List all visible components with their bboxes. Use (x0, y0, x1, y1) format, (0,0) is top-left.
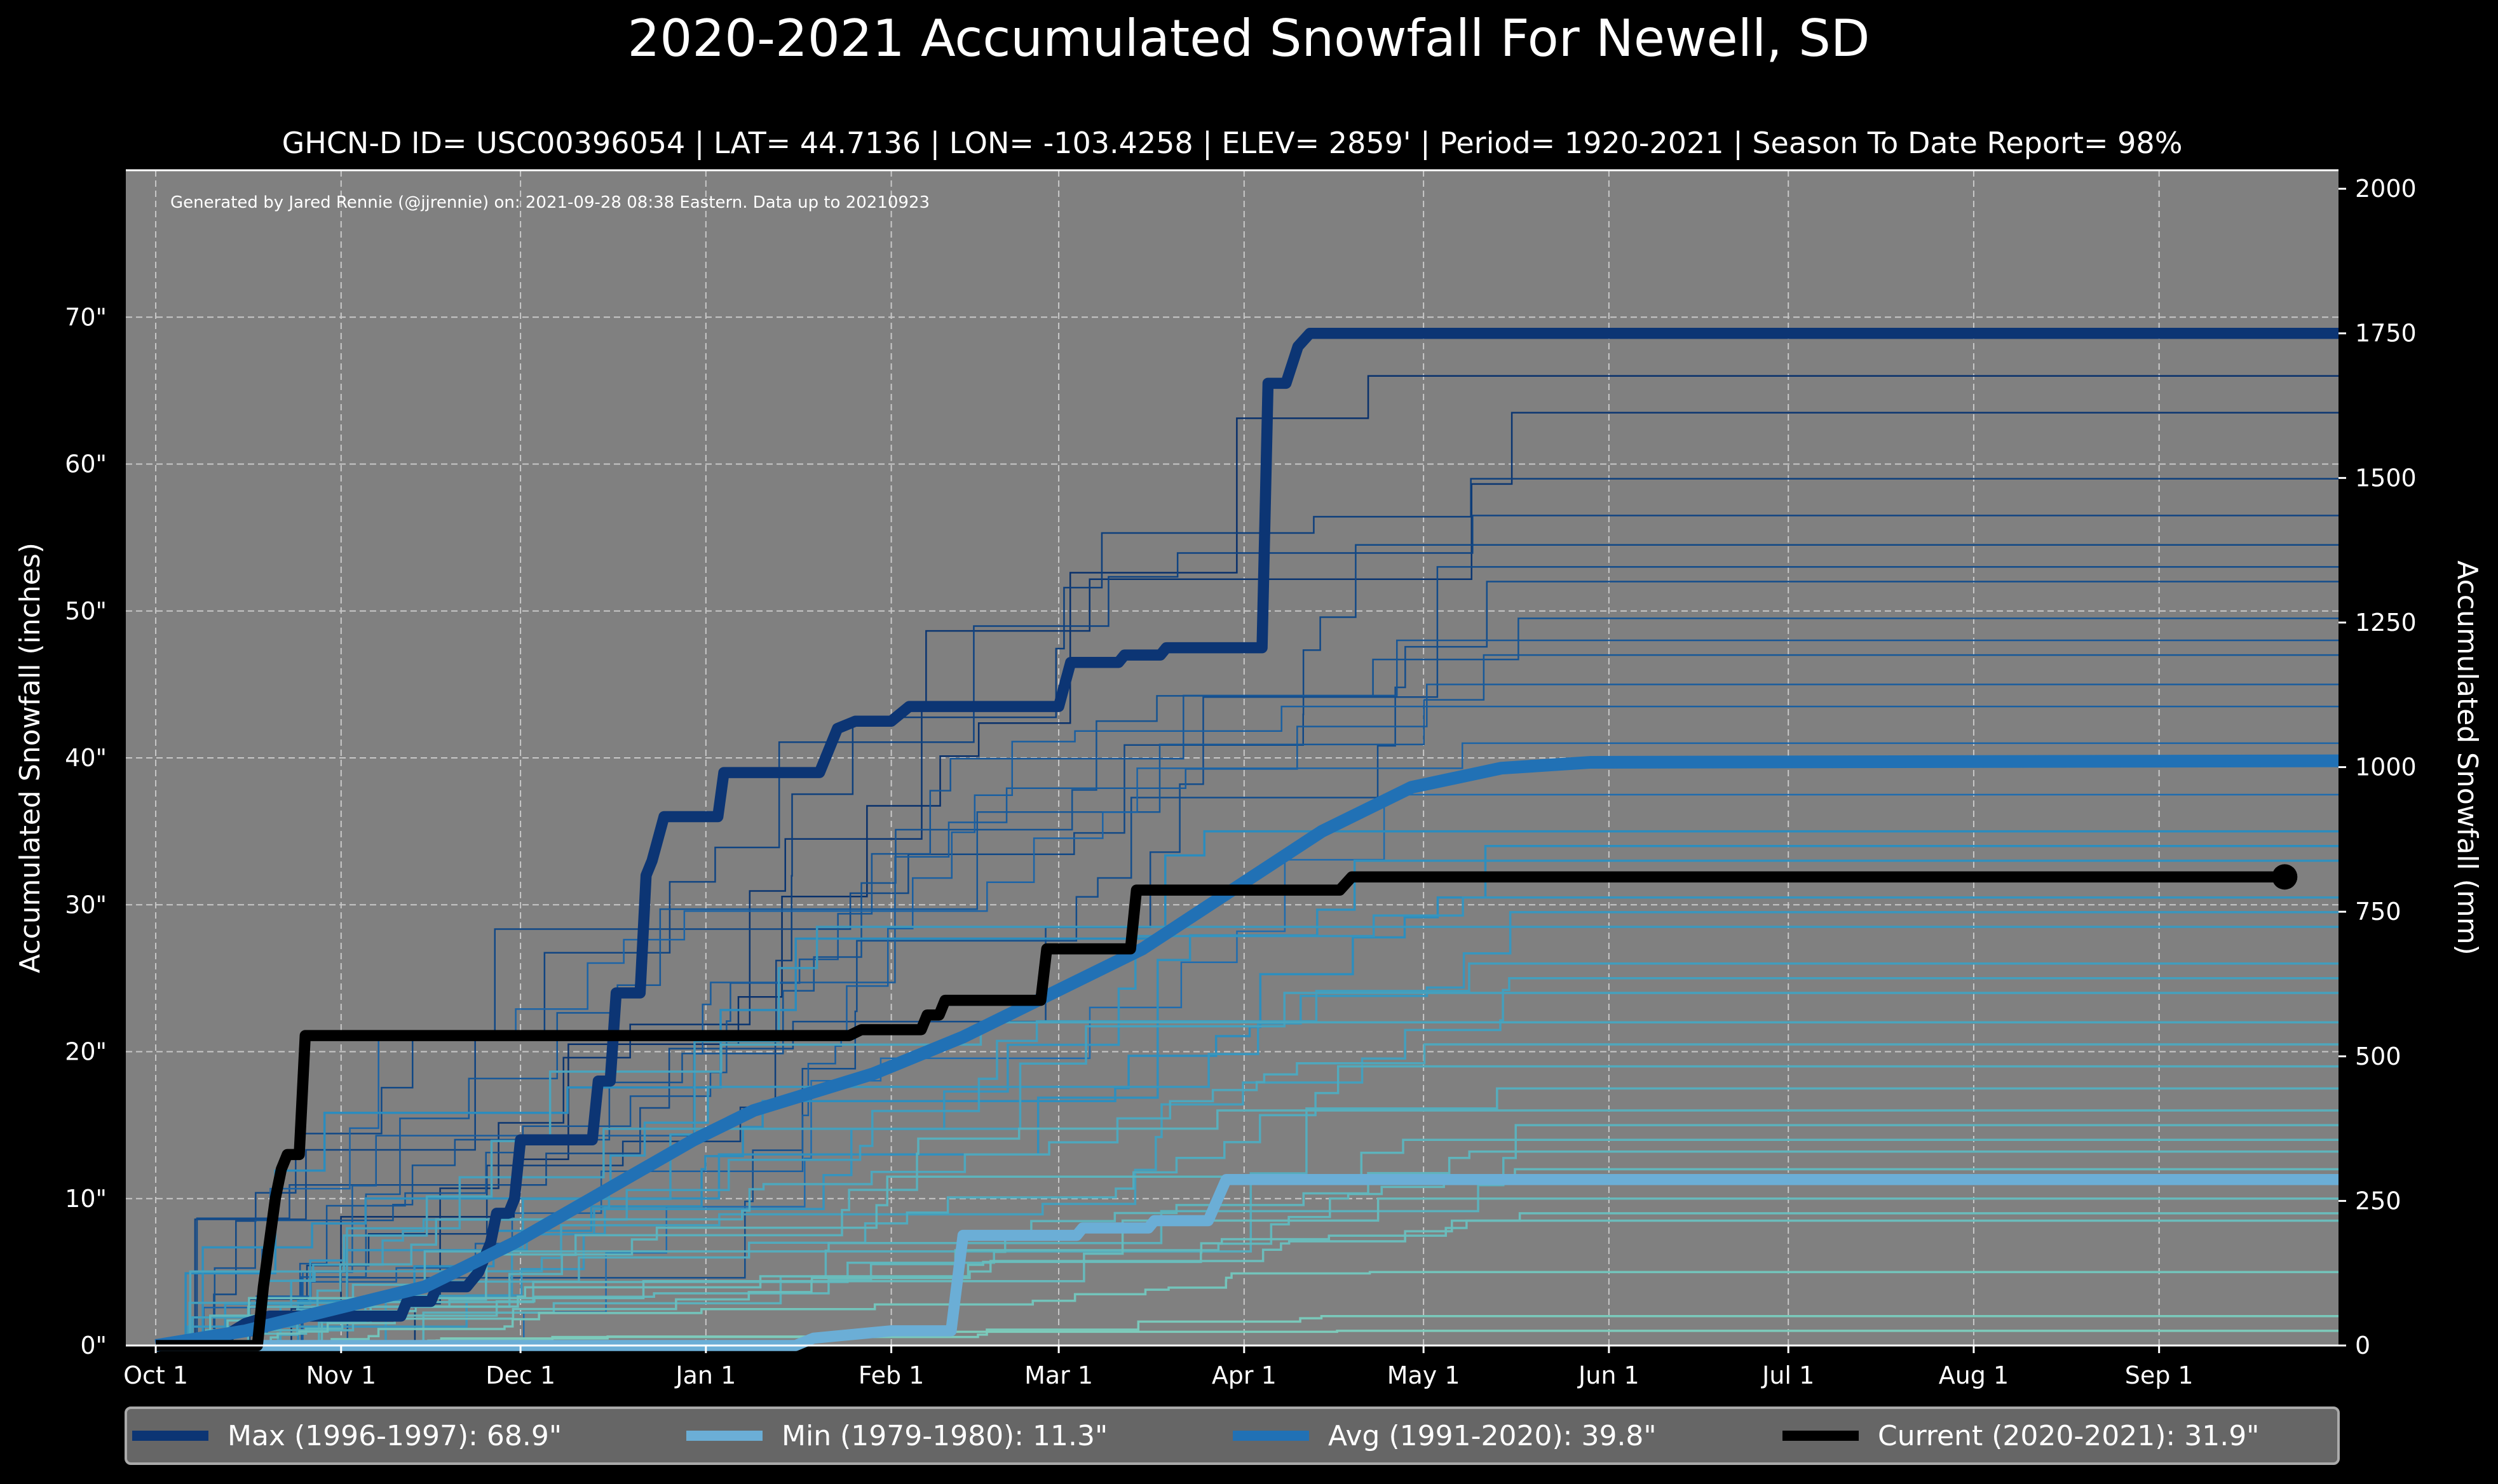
season-line (156, 992, 2338, 1347)
legend-label: Max (1996-1997): 68.9" (227, 1420, 562, 1452)
current-end-marker (2272, 864, 2298, 890)
legend-label: Current (2020-2021): 31.9" (1878, 1420, 2259, 1452)
season-line (156, 860, 2338, 1347)
x-tick-label: Apr 1 (1212, 1361, 1277, 1389)
legend: Max (1996-1997): 68.9" Min (1979-1980): 1… (125, 1406, 2340, 1465)
x-tick-label: Jun 1 (1577, 1361, 1639, 1389)
season-line (156, 926, 2338, 1347)
season-line (156, 617, 2338, 1347)
y-tick-label: 20" (65, 1038, 107, 1066)
season-line (156, 515, 2338, 1347)
y-axis-label-right: Accumulated Snowfall (mm) (2451, 560, 2483, 955)
season-line (156, 705, 2338, 1347)
y-right-tick-label: 250 (2355, 1187, 2401, 1215)
y-right-tick-label: 1500 (2355, 464, 2417, 492)
series-line-0 (156, 327, 2338, 1351)
season-line (156, 1124, 2338, 1347)
y-tick-label: 50" (65, 597, 107, 625)
season-line (156, 1212, 2338, 1347)
season-line (156, 896, 2338, 1347)
series-line-3 (156, 871, 2285, 1351)
chart-title: 2020-2021 Accumulated Snowfall For Newel… (628, 9, 1870, 68)
x-tick-label: Feb 1 (859, 1361, 925, 1389)
y-tick-label: 30" (65, 891, 107, 919)
season-line (156, 911, 2338, 1347)
x-tick-label: Oct 1 (123, 1361, 188, 1389)
y-right-tick-label: 1000 (2355, 753, 2417, 781)
y-right-tick-label: 2000 (2355, 175, 2417, 203)
y-right-tick-label: 1250 (2355, 609, 2417, 637)
chart-subtitle: GHCN-D ID= USC00396054 | LAT= 44.7136 | … (282, 126, 2183, 161)
y-tick-label: 70" (65, 303, 107, 331)
season-line (156, 1168, 2338, 1347)
legend-label: Avg (1991-2020): 39.8" (1328, 1420, 1657, 1452)
y-tick-label: 10" (65, 1185, 107, 1213)
x-ticks: Oct 1 Nov 1 Dec 1 Jan 1 Feb 1 Mar 1 Apr 1 May 1… (123, 1346, 2194, 1389)
y-ticks-right: 0 250 500 750 1000 1250 1500 1750 2000 (2338, 175, 2417, 1359)
season-line (156, 1109, 2338, 1347)
y-tick-label: 60" (65, 450, 107, 478)
legend-label: Min (1979-1980): 11.3" (782, 1420, 1108, 1452)
legend-box (125, 1406, 2340, 1465)
credit-text: Generated by Jared Rennie (@jjrennie) on… (170, 193, 930, 212)
x-tick-label: May 1 (1387, 1361, 1460, 1389)
season-line (156, 1138, 2338, 1347)
season-line (156, 375, 2338, 1347)
season-line (156, 977, 2338, 1347)
x-tick-label: Jul 1 (1761, 1361, 1814, 1389)
season-line (156, 412, 2338, 1347)
y-right-tick-label: 500 (2355, 1042, 2401, 1070)
season-line (156, 1219, 2338, 1347)
y-right-tick-label: 0 (2355, 1332, 2370, 1359)
x-tick-label: Aug 1 (1939, 1361, 2009, 1389)
series-line-2 (154, 754, 2339, 1352)
x-tick-label: Mar 1 (1024, 1361, 1093, 1389)
season-line (156, 962, 2338, 1347)
x-tick-label: Jan 1 (674, 1361, 736, 1389)
y-right-tick-label: 750 (2355, 898, 2401, 926)
y-tick-label: 40" (65, 744, 107, 772)
y-ticks: 0" 10" 20" 30" 40" 50" 60" 70" (65, 303, 107, 1359)
y-right-tick-label: 1750 (2355, 320, 2417, 347)
series-line-1 (156, 1173, 2338, 1351)
y-axis-label: Accumulated Snowfall (inches) (14, 543, 46, 973)
x-tick-label: Nov 1 (306, 1361, 376, 1389)
x-tick-label: Dec 1 (485, 1361, 555, 1389)
season-line (156, 1043, 2338, 1347)
x-tick-label: Sep 1 (2125, 1361, 2194, 1389)
highlight-series (154, 327, 2339, 1352)
y-tick-label: 0" (80, 1332, 107, 1359)
